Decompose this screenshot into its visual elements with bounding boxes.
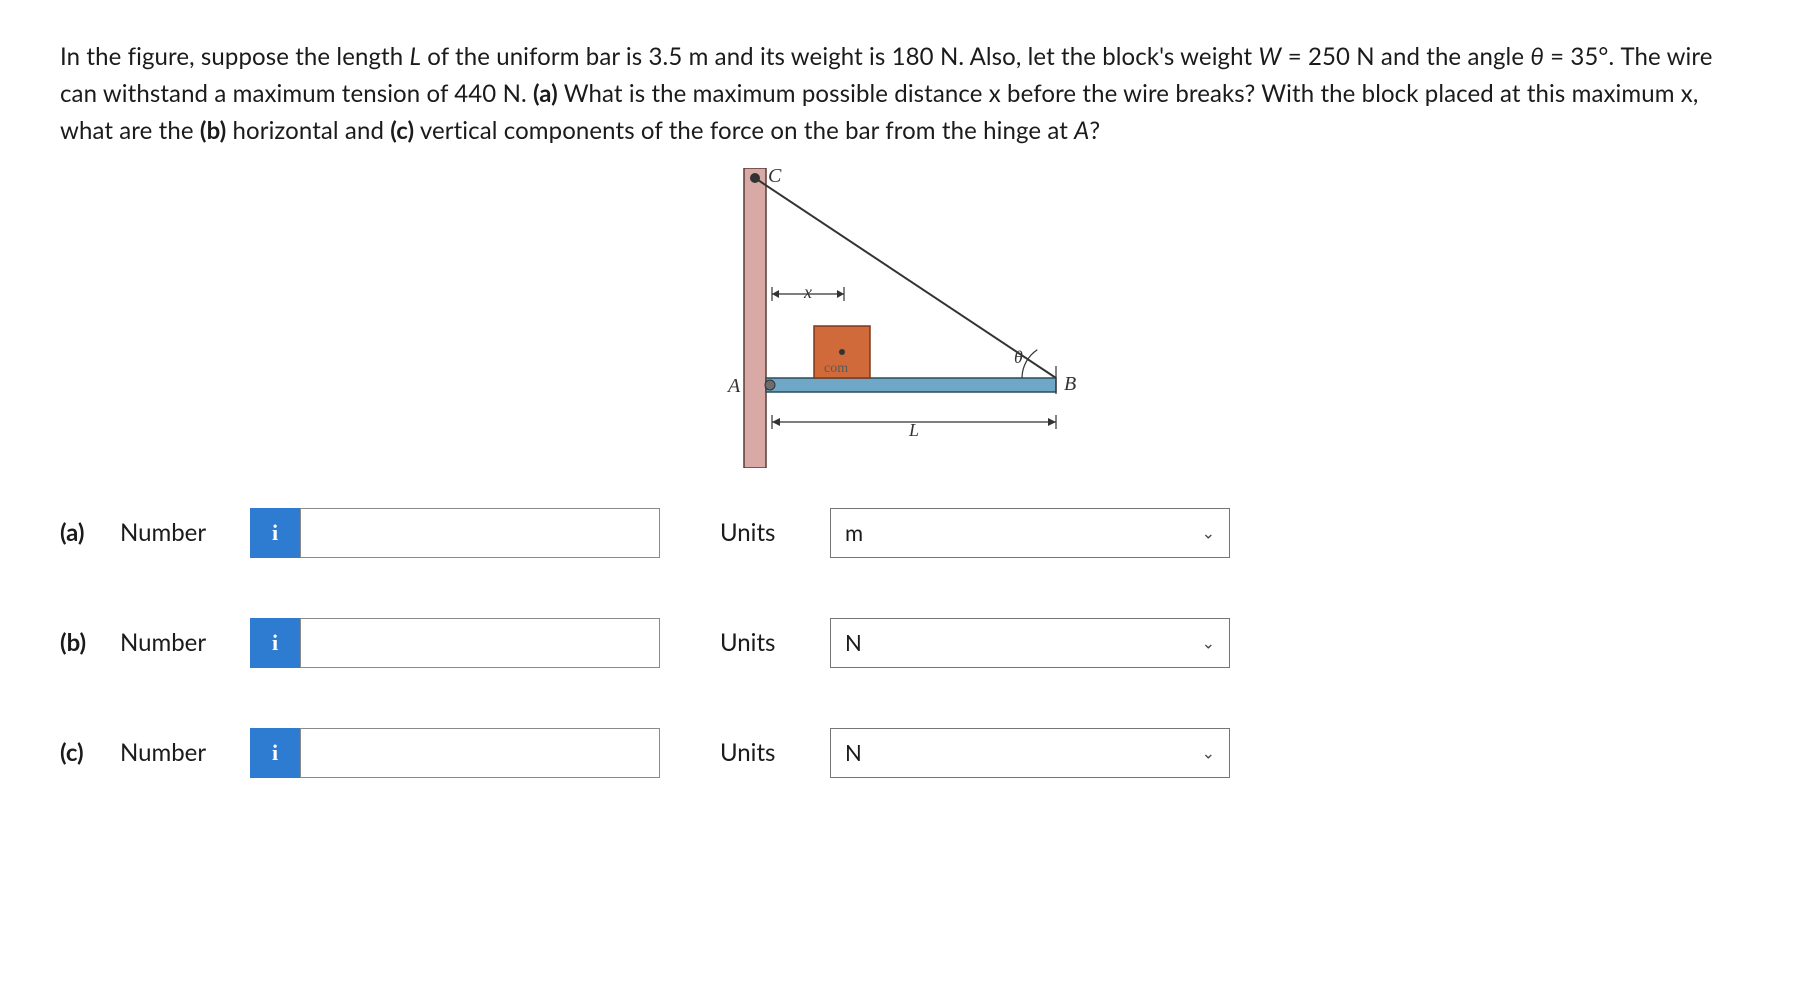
answer-row-c: (c)NumberiUnitsN⌄ xyxy=(60,728,1748,778)
svg-text:com: com xyxy=(824,361,848,376)
number-label: Number xyxy=(120,738,250,767)
units-select-value: N xyxy=(845,739,862,766)
units-label: Units xyxy=(720,518,830,547)
svg-text:L: L xyxy=(908,420,919,440)
physics-figure: com C A Bx Lθ xyxy=(704,168,1104,468)
info-icon[interactable]: i xyxy=(250,728,300,778)
svg-text:A: A xyxy=(726,375,741,397)
units-select-value: m xyxy=(845,519,863,546)
answer-row-b: (b)NumberiUnitsN⌄ xyxy=(60,618,1748,668)
units-select-a[interactable]: m⌄ xyxy=(830,508,1230,558)
number-input-a[interactable] xyxy=(300,508,660,558)
answers-section: (a)NumberiUnitsm⌄(b)NumberiUnitsN⌄(c)Num… xyxy=(60,508,1748,778)
part-label-a: (a) xyxy=(60,518,120,547)
number-input-b[interactable] xyxy=(300,618,660,668)
units-select-b[interactable]: N⌄ xyxy=(830,618,1230,668)
chevron-down-icon: ⌄ xyxy=(1202,633,1215,652)
info-icon[interactable]: i xyxy=(250,618,300,668)
number-input-group-a: i xyxy=(250,508,660,558)
problem-statement: In the figure, suppose the length L of t… xyxy=(60,38,1748,150)
part-label-c: (c) xyxy=(60,738,120,767)
number-input-group-b: i xyxy=(250,618,660,668)
number-label: Number xyxy=(120,518,250,547)
figure-container: com C A Bx Lθ xyxy=(60,168,1748,468)
svg-text:B: B xyxy=(1064,373,1076,395)
number-input-c[interactable] xyxy=(300,728,660,778)
units-label: Units xyxy=(720,738,830,767)
svg-text:x: x xyxy=(803,282,812,302)
units-label: Units xyxy=(720,628,830,657)
units-select-c[interactable]: N⌄ xyxy=(830,728,1230,778)
info-icon[interactable]: i xyxy=(250,508,300,558)
number-input-group-c: i xyxy=(250,728,660,778)
chevron-down-icon: ⌄ xyxy=(1202,743,1215,762)
part-label-b: (b) xyxy=(60,628,120,657)
number-label: Number xyxy=(120,628,250,657)
svg-text:θ: θ xyxy=(1014,347,1023,367)
chevron-down-icon: ⌄ xyxy=(1202,523,1215,542)
svg-text:C: C xyxy=(768,168,782,187)
answer-row-a: (a)NumberiUnitsm⌄ xyxy=(60,508,1748,558)
units-select-value: N xyxy=(845,629,862,656)
